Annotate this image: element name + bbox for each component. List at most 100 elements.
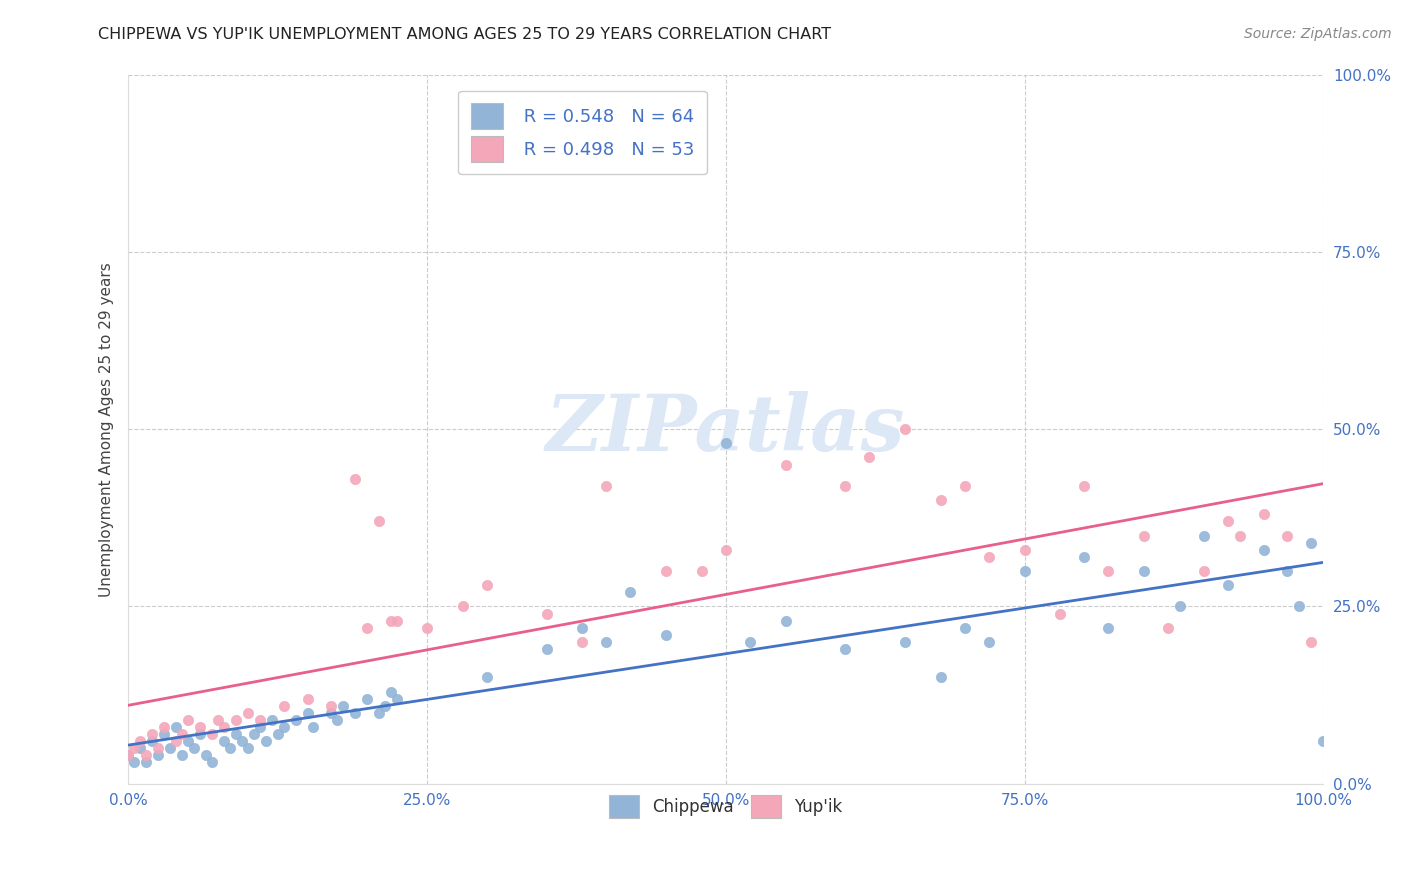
Point (858, 450, 880, 465)
Point (1097, 621, 1119, 635)
Point (231, 734, 253, 748)
Point (188, 727, 211, 741)
Point (135, 748, 157, 763)
Point (188, 720, 211, 734)
Point (1133, 564, 1156, 578)
Point (344, 706, 367, 720)
Point (201, 756, 224, 770)
Point (159, 741, 181, 756)
Point (571, 635, 593, 649)
Point (929, 493, 952, 508)
Point (153, 720, 176, 734)
Point (201, 727, 224, 741)
Point (1253, 507, 1275, 521)
Point (212, 720, 235, 734)
Point (249, 720, 271, 734)
Point (571, 621, 593, 635)
Point (207, 713, 229, 727)
Point (122, 741, 145, 756)
Point (254, 734, 277, 748)
Point (1216, 514, 1239, 528)
Point (834, 642, 856, 657)
Point (1277, 564, 1299, 578)
Point (356, 621, 378, 635)
Point (1133, 528, 1156, 542)
Point (929, 670, 952, 684)
Point (1073, 479, 1095, 493)
Point (953, 479, 976, 493)
Point (738, 635, 761, 649)
Point (273, 698, 295, 713)
Point (1301, 535, 1323, 549)
Point (117, 748, 139, 763)
Point (194, 748, 217, 763)
Point (260, 713, 283, 727)
Point (953, 621, 976, 635)
Point (284, 713, 307, 727)
Point (170, 748, 193, 763)
Legend: Chippewa, Yup'ik: Chippewa, Yup'ik (603, 789, 849, 825)
Point (1229, 528, 1251, 542)
Point (218, 741, 240, 756)
Point (146, 741, 169, 756)
Point (714, 436, 737, 450)
Point (380, 684, 402, 698)
Point (775, 458, 797, 472)
Point (834, 479, 856, 493)
Point (122, 756, 145, 770)
Point (146, 748, 169, 763)
Text: CHIPPEWA VS YUP'IK UNEMPLOYMENT AMONG AGES 25 TO 29 YEARS CORRELATION CHART: CHIPPEWA VS YUP'IK UNEMPLOYMENT AMONG AG… (98, 27, 831, 42)
Point (236, 706, 259, 720)
Point (1277, 528, 1299, 542)
Point (416, 621, 439, 635)
Point (236, 741, 259, 756)
Point (326, 713, 349, 727)
Point (117, 748, 139, 763)
Point (183, 741, 205, 756)
Point (1049, 607, 1071, 621)
Point (135, 756, 157, 770)
Point (385, 614, 408, 628)
Point (475, 578, 498, 592)
Point (165, 734, 187, 748)
Point (356, 691, 378, 706)
Point (977, 635, 1000, 649)
Point (129, 734, 152, 748)
Point (1301, 635, 1323, 649)
Point (344, 472, 367, 486)
Point (714, 542, 737, 557)
Point (1312, 734, 1334, 748)
Point (475, 670, 498, 684)
Point (595, 635, 617, 649)
Point (321, 698, 343, 713)
Point (368, 706, 391, 720)
Point (536, 607, 558, 621)
Point (368, 514, 391, 528)
Point (1014, 564, 1036, 578)
Point (775, 614, 797, 628)
Point (165, 720, 187, 734)
Point (451, 599, 474, 614)
Point (129, 741, 152, 756)
Point (1192, 528, 1215, 542)
Point (1097, 564, 1119, 578)
Point (273, 720, 295, 734)
Point (321, 706, 343, 720)
Point (266, 727, 288, 741)
Point (655, 628, 678, 642)
Point (1168, 599, 1191, 614)
Point (177, 713, 200, 727)
Point (1216, 578, 1239, 592)
Point (655, 564, 678, 578)
Point (225, 713, 247, 727)
Point (1014, 542, 1036, 557)
Y-axis label: Unemployment Among Ages 25 to 29 years: Unemployment Among Ages 25 to 29 years (100, 261, 114, 597)
Point (1157, 621, 1180, 635)
Point (177, 734, 200, 748)
Point (153, 727, 176, 741)
Text: Source: ZipAtlas.com: Source: ZipAtlas.com (1244, 27, 1392, 41)
Point (894, 635, 917, 649)
Point (619, 585, 641, 599)
Point (385, 691, 408, 706)
Point (332, 698, 354, 713)
